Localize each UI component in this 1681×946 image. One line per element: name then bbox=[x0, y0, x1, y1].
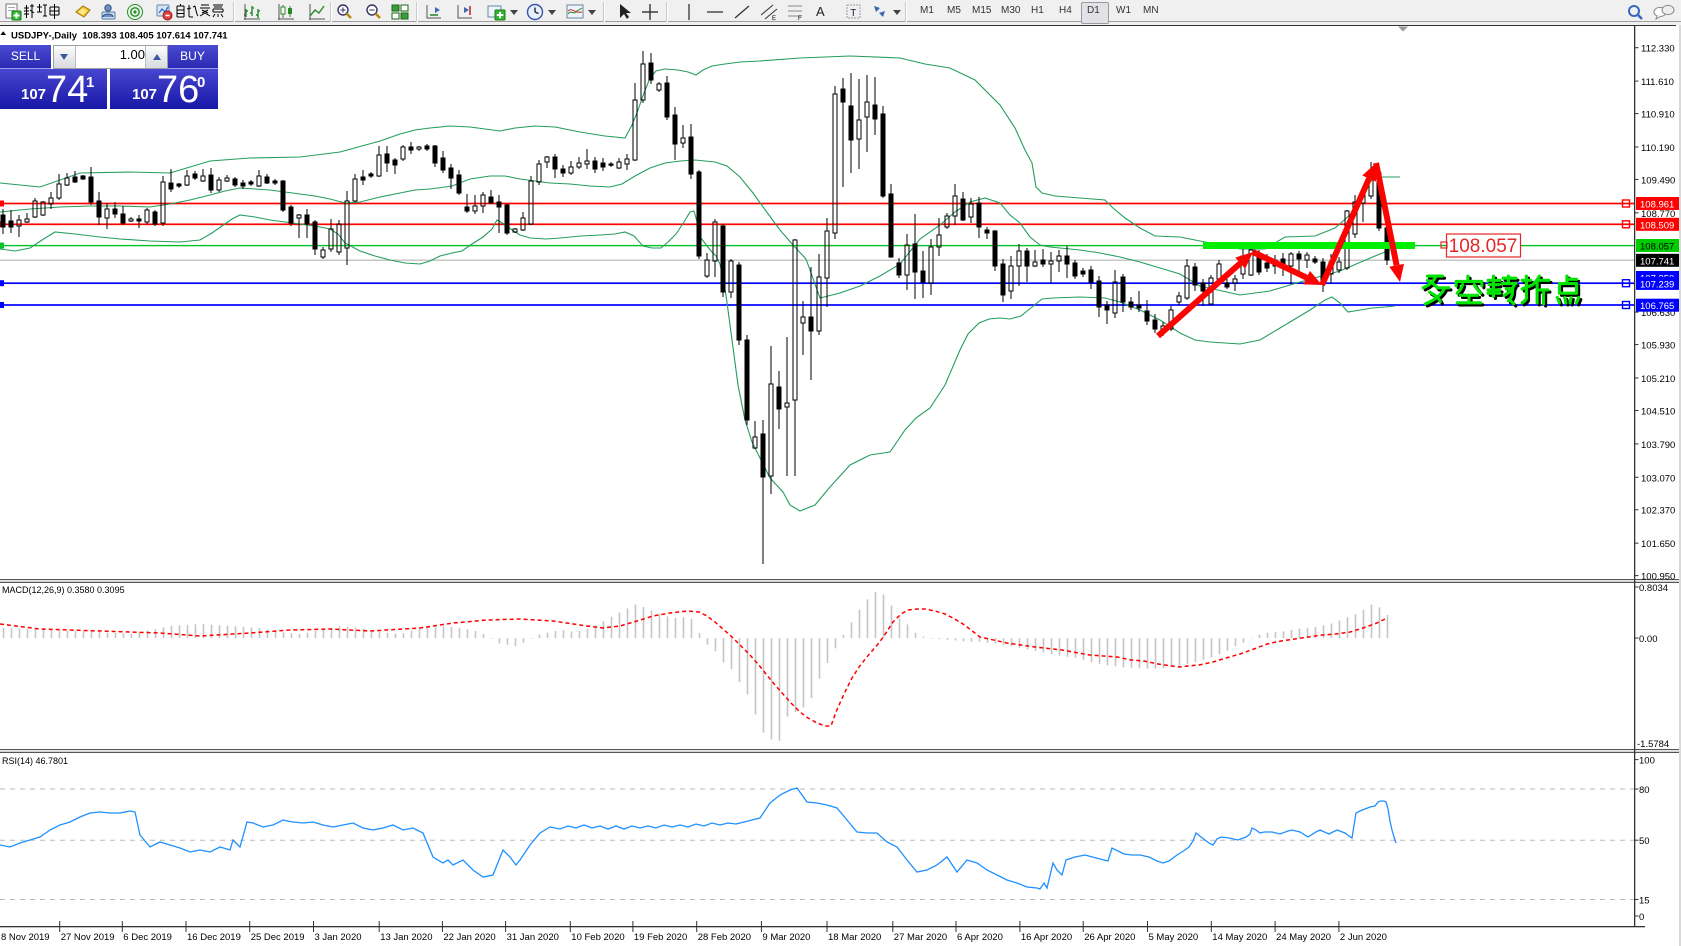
svg-text:RSI(14) 46.7801: RSI(14) 46.7801 bbox=[2, 756, 68, 766]
svg-text:E: E bbox=[772, 16, 776, 21]
svg-text:50: 50 bbox=[1639, 836, 1650, 847]
svg-text:107.239: 107.239 bbox=[1640, 279, 1674, 290]
svg-text:6 Apr 2020: 6 Apr 2020 bbox=[957, 932, 1003, 943]
svg-text:111.610: 111.610 bbox=[1641, 77, 1674, 88]
svg-text:6 Dec 2019: 6 Dec 2019 bbox=[123, 932, 172, 943]
svg-text:108.057: 108.057 bbox=[1640, 242, 1674, 253]
svg-text:0: 0 bbox=[1639, 912, 1644, 923]
svg-text:80: 80 bbox=[1639, 785, 1650, 796]
svg-text:14 May 2020: 14 May 2020 bbox=[1212, 932, 1267, 943]
svg-text:0.8034: 0.8034 bbox=[1639, 583, 1668, 594]
svg-text:108.770: 108.770 bbox=[1641, 209, 1675, 220]
svg-text:2 Jun 2020: 2 Jun 2020 bbox=[1340, 932, 1387, 943]
svg-text:T: T bbox=[850, 8, 856, 19]
svg-text:109.490: 109.490 bbox=[1641, 175, 1675, 186]
svg-text:10 Feb 2020: 10 Feb 2020 bbox=[571, 932, 624, 943]
svg-text:13 Jan 2020: 13 Jan 2020 bbox=[380, 932, 432, 943]
svg-text:112.330: 112.330 bbox=[1641, 44, 1675, 55]
svg-text:15: 15 bbox=[1639, 896, 1650, 907]
svg-text:USDJPY-,Daily 108.393 108.405: USDJPY-,Daily 108.393 108.405 107.614 10… bbox=[11, 31, 228, 42]
svg-text:18 Mar 2020: 18 Mar 2020 bbox=[828, 932, 881, 943]
svg-text:3 Jan 2020: 3 Jan 2020 bbox=[315, 932, 362, 943]
svg-text:26 Apr 2020: 26 Apr 2020 bbox=[1084, 932, 1135, 943]
svg-text:106.630: 106.630 bbox=[1641, 308, 1675, 319]
svg-text:8 Nov 2019: 8 Nov 2019 bbox=[1, 932, 50, 943]
svg-text:106.765: 106.765 bbox=[1640, 301, 1674, 312]
svg-text:105.930: 105.930 bbox=[1641, 341, 1675, 352]
svg-text:27 Nov 2019: 27 Nov 2019 bbox=[61, 932, 115, 943]
svg-text:103.070: 103.070 bbox=[1641, 473, 1675, 484]
svg-text:MACD(12,26,9) 0.3580 0.3095: MACD(12,26,9) 0.3580 0.3095 bbox=[2, 585, 125, 595]
svg-text:108.961: 108.961 bbox=[1640, 200, 1674, 211]
svg-text:25 Dec 2019: 25 Dec 2019 bbox=[251, 932, 305, 943]
svg-text:102.370: 102.370 bbox=[1641, 506, 1675, 517]
svg-text:107.741: 107.741 bbox=[1640, 256, 1674, 267]
svg-text:103.790: 103.790 bbox=[1641, 440, 1675, 451]
svg-text:100.950: 100.950 bbox=[1641, 572, 1675, 583]
svg-text:16 Dec 2019: 16 Dec 2019 bbox=[187, 932, 241, 943]
svg-text:22 Jan 2020: 22 Jan 2020 bbox=[443, 932, 495, 943]
svg-text:19 Feb 2020: 19 Feb 2020 bbox=[634, 932, 687, 943]
svg-text:110.190: 110.190 bbox=[1641, 143, 1675, 154]
svg-text:105.210: 105.210 bbox=[1641, 374, 1675, 385]
svg-text:-1.5784: -1.5784 bbox=[1637, 739, 1669, 750]
svg-text:31 Jan 2020: 31 Jan 2020 bbox=[507, 932, 559, 943]
svg-text:100: 100 bbox=[1639, 756, 1655, 767]
svg-text:F: F bbox=[798, 16, 802, 21]
svg-text:24 May 2020: 24 May 2020 bbox=[1276, 932, 1331, 943]
svg-text:108.509: 108.509 bbox=[1640, 220, 1674, 231]
svg-text:16 Apr 2020: 16 Apr 2020 bbox=[1021, 932, 1072, 943]
svg-text:0.00: 0.00 bbox=[1639, 634, 1658, 645]
svg-text:108.057: 108.057 bbox=[1449, 236, 1518, 257]
svg-text:28 Feb 2020: 28 Feb 2020 bbox=[698, 932, 751, 943]
svg-text:104.510: 104.510 bbox=[1641, 407, 1675, 418]
svg-text:110.910: 110.910 bbox=[1641, 110, 1675, 121]
svg-text:27 Mar 2020: 27 Mar 2020 bbox=[894, 932, 947, 943]
svg-text:5 May 2020: 5 May 2020 bbox=[1149, 932, 1199, 943]
svg-text:101.650: 101.650 bbox=[1641, 539, 1675, 550]
svg-text:9 Mar 2020: 9 Mar 2020 bbox=[762, 932, 810, 943]
